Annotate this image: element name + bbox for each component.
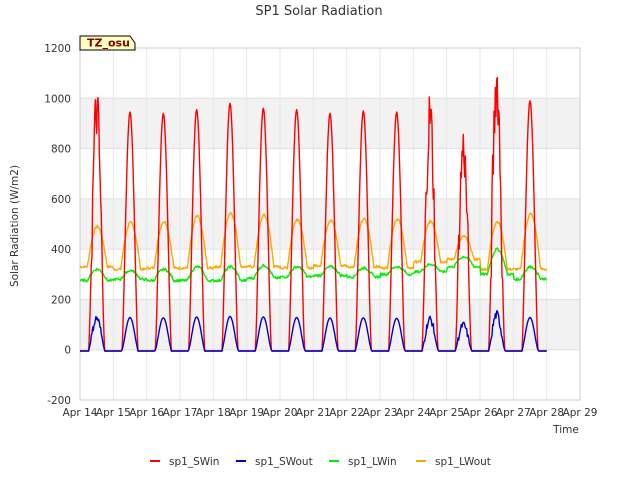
y-axis-label: Solar Radiation (W/m2) [9,165,21,287]
x-tick-label: Apr 24 [396,407,431,419]
x-tick-label: Apr 28 [529,407,564,419]
y-tick-label: 400 [51,244,71,256]
x-tick-label: Apr 18 [196,407,231,419]
x-tick-label: Apr 15 [96,407,131,419]
background-bands [80,98,580,350]
legend-label-sp1_SWout: sp1_SWout [255,456,313,468]
y-tick-label: 600 [51,194,71,206]
x-tick-label: Apr 16 [129,407,164,419]
x-axis-label: Time [552,424,579,436]
x-tick-label: Apr 17 [163,407,198,419]
legend-label-sp1_SWin: sp1_SWin [169,456,219,468]
y-tick-label: 800 [51,144,71,156]
y-tick-labels: -200 0 200 400 600 800 1000 1200 [44,43,71,407]
x-tick-label: Apr 25 [429,407,464,419]
series-line-sp1_SWout [80,310,547,352]
y-tick-label: -200 [47,395,71,407]
legend: sp1_SWin sp1_SWout sp1_LWin sp1_LWout [150,456,491,468]
legend-label-sp1_LWout: sp1_LWout [435,456,491,468]
y-tick-label: 1200 [44,43,71,55]
chart-title: SP1 Solar Radiation [255,4,382,19]
tz-badge-box [79,35,136,51]
x-tick-label: Apr 29 [563,407,598,419]
tz-badge: TZ_osu [79,35,136,51]
y-tick-label: 1000 [44,93,71,105]
x-tick-label: Apr 19 [229,407,264,419]
x-tick-label: Apr 22 [329,407,364,419]
legend-label-sp1_LWin: sp1_LWin [348,456,397,468]
plot-frame [79,47,581,401]
x-tick-label: Apr 27 [496,407,531,419]
x-tick-label: Apr 23 [363,407,398,419]
x-tick-label: Apr 20 [263,407,298,419]
x-tick-label: Apr 26 [463,407,498,419]
x-tick-label: Apr 14 [63,407,98,419]
y-tick-label: 200 [51,294,71,306]
grid-band [80,299,580,350]
y-tick-label: 0 [64,345,71,357]
series-layer [79,76,548,352]
tz-badge-label: TZ_osu [87,37,130,50]
grid-band [80,98,580,149]
grid-band [80,198,580,250]
x-tick-label: Apr 21 [296,407,331,419]
